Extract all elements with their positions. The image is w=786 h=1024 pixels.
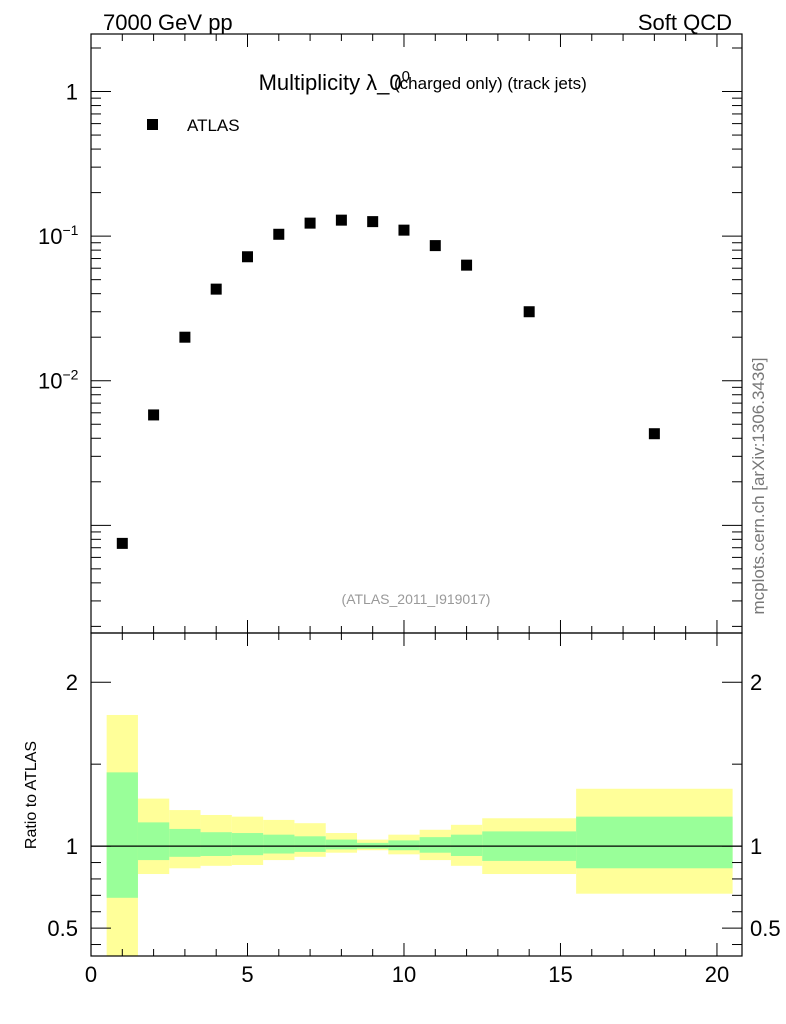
ratio-y-tick-label-right: 0.5: [750, 916, 781, 941]
x-tick-label: 10: [392, 962, 416, 987]
band-green: [231, 833, 264, 856]
band-green: [325, 839, 358, 850]
band-green: [388, 840, 420, 851]
x-tick-label: 5: [241, 962, 253, 987]
band-green: [137, 822, 170, 861]
ratio-panel-frame: [90, 632, 743, 957]
header-left: 7000 GeV pp: [103, 10, 233, 35]
main-title-text: Multiplicity λ_0: [259, 70, 402, 95]
data-point: [335, 214, 347, 226]
data-point: [429, 240, 441, 252]
data-point: [273, 228, 285, 240]
main-panel-ticks: [90, 34, 742, 633]
ratio-panel: 0.5 0.5 1 1 2 2 0 5 10 15 20 Ratio to ATLAS: [23, 632, 781, 987]
data-point: [367, 216, 379, 228]
watermark: (ATLAS_2011_I919017): [342, 591, 491, 607]
data-point: [210, 283, 222, 295]
legend-label: ATLAS: [187, 116, 240, 135]
data-point: [148, 409, 160, 421]
y-tick-label: 10−1: [38, 222, 79, 249]
main-title: Multiplicity λ_00: [259, 68, 410, 95]
x-tick-label: 0: [85, 962, 97, 987]
data-point: [648, 428, 660, 440]
ratio-y-tick-label-right: 1: [750, 834, 762, 859]
y-tick-label-exp: −1: [62, 222, 78, 238]
x-tick-labels: 0 5 10 15 20: [85, 962, 729, 987]
ratio-y-tick-label: 2: [66, 670, 78, 695]
ratio-panel-ticks: [90, 633, 742, 956]
ratio-y-tick-labels: 0.5 0.5 1 1 2 2: [47, 670, 780, 941]
band-green: [419, 837, 451, 853]
main-y-tick-labels: 110−110−2: [38, 80, 79, 394]
main-panel: 110−110−2 Multiplicity λ_00 (charged onl…: [38, 33, 743, 634]
data-point: [461, 259, 473, 271]
data-point: [304, 217, 316, 229]
data-point: [398, 224, 410, 236]
band-green: [106, 772, 138, 898]
ratio-bands: [106, 714, 733, 956]
y-tick-label-base: 10: [38, 224, 62, 249]
x-tick-label: 15: [548, 962, 572, 987]
band-green: [200, 832, 232, 856]
band-green: [450, 834, 483, 856]
band-green: [294, 836, 326, 852]
ratio-y-tick-label: 1: [66, 834, 78, 859]
band-green: [169, 828, 201, 857]
legend-marker: [147, 119, 158, 130]
y-tick-label-base: 10: [38, 369, 62, 394]
data-point: [241, 251, 253, 263]
x-tick-label: 20: [705, 962, 729, 987]
main-title-sup: 0: [402, 68, 410, 85]
band-green: [576, 816, 733, 869]
side-label: mcplots.cern.ch [arXiv:1306.3436]: [749, 357, 768, 614]
data-markers: [116, 214, 660, 549]
y-tick-label: 1: [66, 80, 78, 105]
ratio-y-axis-label: Ratio to ATLAS: [23, 741, 40, 849]
main-title-small: (charged only) (track jets): [394, 74, 587, 93]
data-point: [116, 537, 128, 549]
data-point: [179, 331, 191, 343]
header-right: Soft QCD: [638, 10, 732, 35]
data-point: [523, 306, 535, 318]
y-tick-label: 10−2: [38, 367, 79, 394]
ratio-y-tick-label: 0.5: [47, 916, 78, 941]
band-green: [263, 834, 295, 854]
y-tick-label-exp: −2: [62, 367, 78, 383]
ratio-y-tick-label-right: 2: [750, 670, 762, 695]
